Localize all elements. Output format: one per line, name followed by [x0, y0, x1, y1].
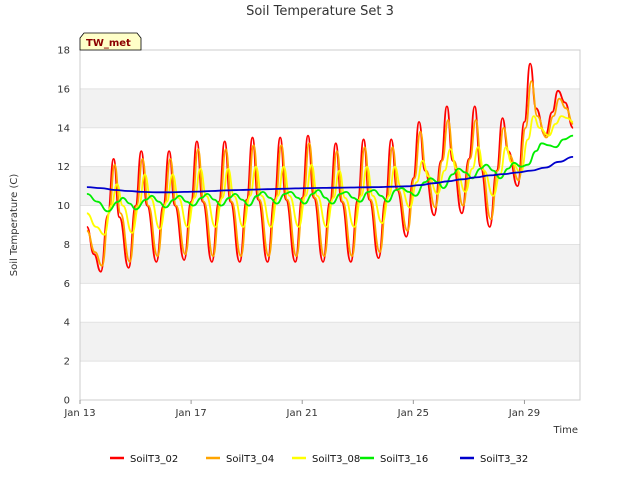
- legend-label-soilt3-08: SoilT3_08: [312, 454, 360, 465]
- series-layer: [86, 62, 574, 273]
- series-line-soilt3-04: [86, 80, 574, 267]
- x-tick-label: Jan 17: [174, 408, 206, 419]
- grid-band: [80, 283, 580, 323]
- y-tick-label: 0: [64, 396, 70, 407]
- y-tick-label: 14: [57, 123, 70, 134]
- y-tick-label: 4: [64, 318, 70, 329]
- y-tick-label: 12: [57, 162, 70, 173]
- site-label-shape: [79, 32, 142, 51]
- x-tick-label: Jan 25: [397, 408, 429, 419]
- y-tick-label: 18: [57, 46, 70, 57]
- grid-band: [80, 361, 580, 400]
- legend-label-soilt3-32: SoilT3_32: [480, 454, 528, 465]
- y-axis-title: Soil Temperature (C): [9, 174, 20, 277]
- legend: SoilT3_02 SoilT3_04 SoilT3_08 SoilT3_16 Soil…: [110, 454, 528, 465]
- series-line-soilt3-16: [86, 134, 574, 213]
- plot-background: [80, 49, 580, 401]
- grid-band: [80, 127, 580, 167]
- x-tick-label: Jan 13: [63, 408, 95, 419]
- y-axis: 0 2 4 6 8 10 12 14 16 18: [57, 46, 70, 407]
- grid-band: [80, 88, 580, 128]
- grid-band: [80, 50, 580, 89]
- chart-title: Soil Temperature Set 3: [246, 4, 394, 19]
- y-tick-label: 6: [64, 279, 70, 290]
- series-line-soilt3-08: [86, 115, 574, 236]
- y-tick-label: 16: [57, 84, 70, 95]
- legend-label-soilt3-04: SoilT3_04: [226, 454, 274, 465]
- legend-label-soilt3-02: SoilT3_02: [130, 454, 178, 465]
- x-axis: Jan 13 Jan 17 Jan 21 Jan 25 Jan 29: [63, 400, 540, 419]
- legend-label-soilt3-16: SoilT3_16: [380, 454, 428, 465]
- grid-band: [80, 244, 580, 284]
- plot-frame: [79, 49, 581, 401]
- x-tick-label: Jan 21: [286, 408, 318, 419]
- x-axis-title: Time: [553, 425, 578, 436]
- y-tick-label: 2: [64, 357, 70, 368]
- series-line-soilt3-32: [86, 156, 574, 194]
- grid-band: [80, 322, 580, 362]
- site-label: TW_met: [86, 38, 131, 49]
- y-tick-label: 8: [64, 240, 70, 251]
- y-tick-label: 10: [57, 201, 70, 212]
- site-label-box: TW_met: [79, 32, 142, 51]
- x-tick-label: Jan 29: [508, 408, 540, 419]
